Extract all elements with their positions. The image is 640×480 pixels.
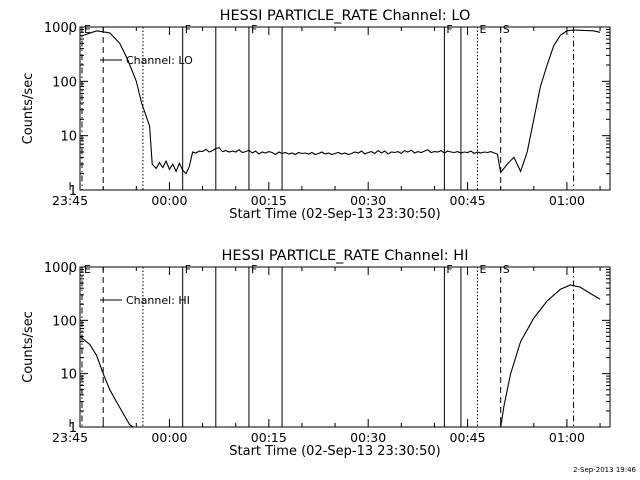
plot-frame [79, 26, 611, 191]
plot-frame [79, 266, 611, 428]
footer-timestamp: 2-Sep-2013 19:46 [573, 466, 636, 474]
event-marker-label: F [185, 23, 191, 36]
y-axis-label: Counts/sec [21, 311, 36, 383]
y-axis-label: Counts/sec [21, 73, 36, 145]
series-line-lo [83, 29, 601, 175]
legend-label: Channel: LO [126, 54, 193, 67]
y-tick-label: 10 [60, 368, 77, 383]
x-tick-label: 01:00 [549, 193, 585, 208]
y-tick-label: 1000 [44, 21, 77, 36]
chart-title: HESSI PARTICLE_RATE Channel: HI [222, 248, 469, 264]
series-line-hi [80, 284, 601, 427]
x-tick-label: 00:30 [350, 430, 386, 445]
chart-title: HESSI PARTICLE_RATE Channel: LO [220, 8, 471, 24]
x-tick-label: 23:45 [52, 430, 88, 445]
x-tick-label: 23:45 [52, 193, 88, 208]
x-tick-label: 00:45 [450, 430, 486, 445]
event-marker-label: F [446, 263, 452, 276]
event-marker-label: F [251, 263, 257, 276]
x-axis-label: Start Time (02-Sep-13 23:30:50) [229, 444, 440, 459]
event-marker-label: E [480, 263, 487, 276]
x-tick-label: 00:00 [151, 430, 187, 445]
event-marker-label: E [84, 23, 91, 36]
y-tick-label: 1 [69, 421, 77, 436]
y-tick-label: 1 [69, 184, 77, 199]
x-axis-label: Start Time (02-Sep-13 23:30:50) [229, 207, 440, 222]
event-marker-label: S [503, 263, 510, 276]
event-marker-label: F [251, 23, 257, 36]
x-tick-label: 00:15 [251, 430, 287, 445]
y-tick-label: 100 [52, 314, 77, 329]
x-tick-label: 00:45 [450, 193, 486, 208]
y-tick-label: 100 [52, 75, 77, 90]
y-tick-label: 1000 [44, 261, 77, 276]
event-marker-label: E [84, 263, 91, 276]
legend-label: Channel: HI [126, 294, 190, 307]
event-marker-label: S [503, 23, 510, 36]
x-tick-label: 00:30 [350, 193, 386, 208]
event-marker-label: E [480, 23, 487, 36]
x-tick-label: 00:00 [151, 193, 187, 208]
event-marker-label: F [185, 263, 191, 276]
event-marker-label: F [446, 23, 452, 36]
y-tick-label: 10 [60, 130, 77, 145]
x-tick-label: 00:15 [251, 193, 287, 208]
x-tick-label: 01:00 [549, 430, 585, 445]
